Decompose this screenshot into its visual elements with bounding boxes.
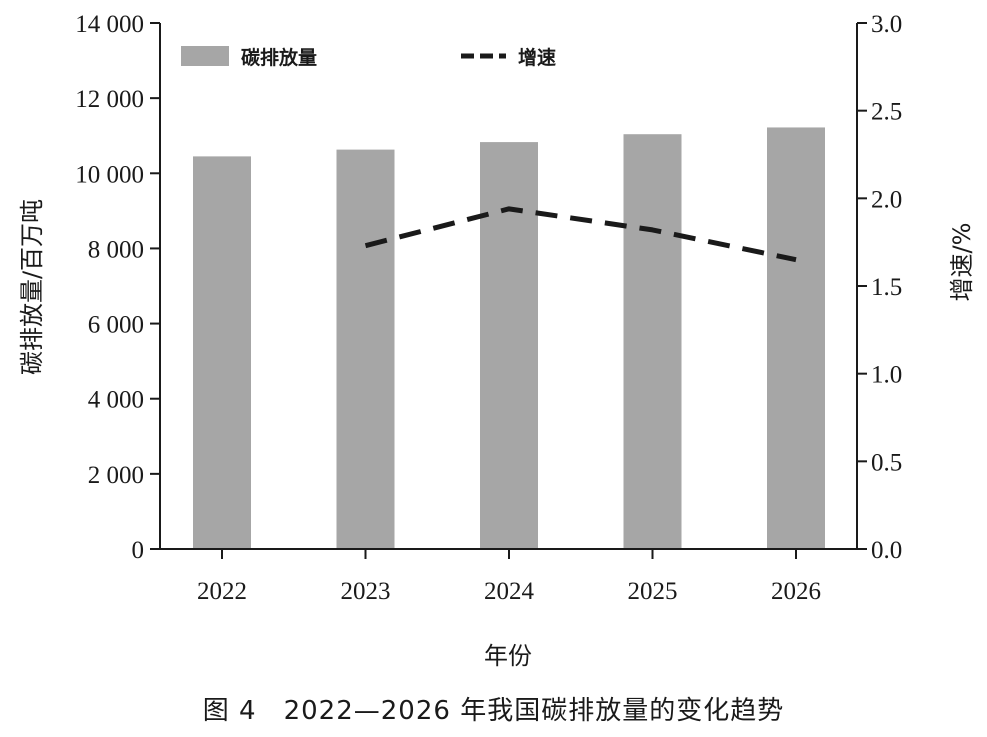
figure-caption: 图 4 2022—2026 年我国碳排放量的变化趋势 [202, 696, 785, 726]
axes-layer: 0 2 000 4 000 6 000 8 000 10 000 12 000 14 000 0… [75, 11, 902, 605]
y2-tick-label: 0.0 [871, 537, 902, 564]
x-tick-label: 2022 [197, 578, 247, 605]
bar-2024 [480, 142, 538, 549]
y-axis-title: 碳排放量/百万吨 [18, 199, 46, 375]
x-tick-label: 2023 [341, 578, 391, 605]
bar-2023 [336, 149, 395, 549]
chart-svg: 0 2 000 4 000 6 000 8 000 10 000 12 000 14 000 0… [18, 11, 976, 670]
y2-tick-label: 2.0 [871, 186, 902, 213]
x-tick-label: 2024 [484, 578, 535, 605]
y-tick-label: 2 000 [88, 462, 144, 489]
bars-layer [193, 127, 825, 549]
y-tick-label: 4 000 [88, 387, 144, 414]
bar-2025 [623, 134, 682, 549]
y-tick-label: 10 000 [75, 161, 144, 188]
y2-tick-label: 3.0 [871, 11, 902, 38]
legend-line-label: 增速 [518, 46, 556, 69]
y-tick-label: 0 [132, 537, 145, 564]
bar-2026 [767, 127, 825, 549]
legend-bar-swatch [181, 46, 229, 66]
x-tick-label: 2026 [771, 578, 821, 605]
x-tick-label: 2025 [628, 578, 678, 605]
legend: 碳排放量 增速 [181, 46, 556, 69]
y-tick-label: 6 000 [88, 312, 144, 339]
y2-tick-label: 0.5 [871, 449, 902, 476]
legend-bar-label: 碳排放量 [241, 46, 317, 69]
y2-tick-label: 2.5 [871, 99, 902, 126]
x-axis-title: 年份 [484, 642, 532, 670]
y-tick-label: 8 000 [88, 236, 144, 263]
y2-tick-label: 1.5 [871, 274, 902, 301]
growth-rate-line [364, 206, 797, 263]
y-tick-label: 14 000 [75, 11, 144, 38]
y2-tick-label: 1.0 [871, 362, 902, 389]
growth-line-layer [364, 206, 797, 263]
y-tick-label: 12 000 [75, 86, 144, 113]
bar-2022 [193, 156, 251, 549]
y2-axis-title: 增速/% [948, 223, 976, 302]
